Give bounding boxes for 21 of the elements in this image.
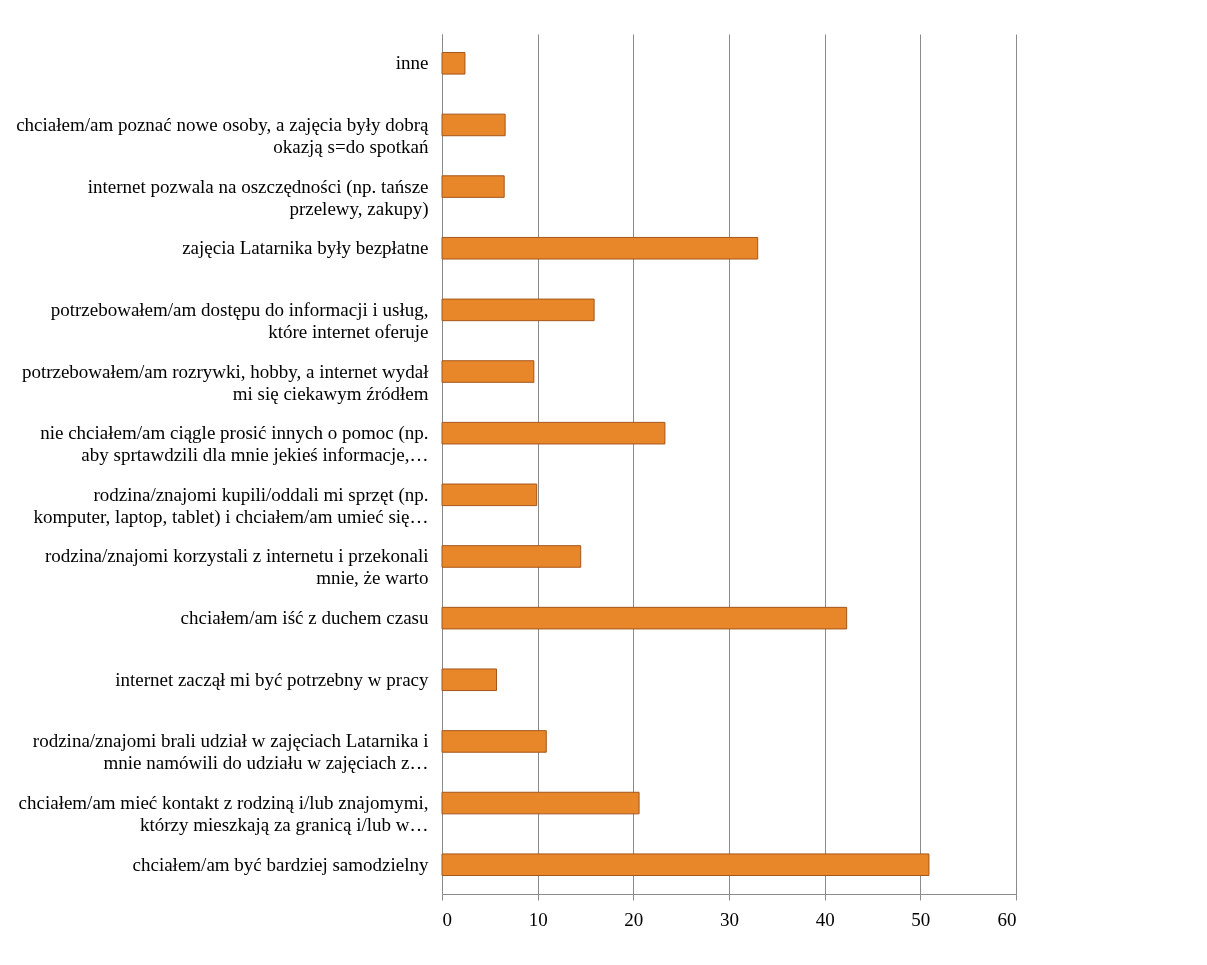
- x-tick-label: 0: [442, 908, 452, 930]
- y-tick-label: chciałem/am mieć kontakt z rodziną i/lub znajomymi, którzy mieszkają za granicą i/lub w…: [18, 792, 429, 836]
- y-tick-label: chciałem/am iść z duchem czasu: [180, 607, 429, 629]
- x-tick-label: 10: [528, 908, 548, 930]
- x-tick-label: 60: [997, 908, 1017, 930]
- y-tick-label: potrzebowałem/am rozrywki, hobby, a internet wydał mi się ciekawym źródłem: [21, 360, 430, 404]
- y-tick-label: internet zaczął mi być potrzebny w pracy: [115, 668, 429, 690]
- x-tick-label: 20: [624, 908, 644, 930]
- x-tick-label: 40: [815, 908, 835, 930]
- y-tick-label: inne: [395, 52, 429, 74]
- y-tick-label: zajęcia Latarnika były bezpłatne: [182, 237, 429, 259]
- y-tick-label: rodzina/znajomi korzystali z internetu i przekonali mnie, że warto: [44, 545, 429, 589]
- y-tick-label: nie chciałem/am ciągle prosić innych o pomoc (np. aby sprtawdzili dla mnie jekieś informacje,…: [40, 422, 429, 466]
- x-tick-label: 30: [720, 908, 739, 930]
- y-tick-label: rodzina/znajomi brali udział w zajęciach Latarnika i mnie namówili do udziału w zajęciach z…: [32, 730, 429, 774]
- y-tick-label: potrzebowałem/am dostępu do informacji i usług, które internet oferuje: [50, 298, 429, 342]
- y-tick-label: chciałem/am poznać nowe osoby, a zajęcia były dobrą okazją s=do spotkań: [16, 113, 430, 157]
- x-tick-label: 50: [911, 908, 931, 930]
- y-tick-label: internet pozwala na oszczędności (np. tańsze przelewy, zakupy): [87, 175, 429, 220]
- y-tick-label: chciałem/am być bardziej samodzielny: [132, 853, 429, 875]
- y-tick-label: rodzina/znajomi kupili/oddali mi sprzęt (np. komputer, laptop, tablet) i chciałem/am umieć się…: [33, 483, 429, 528]
